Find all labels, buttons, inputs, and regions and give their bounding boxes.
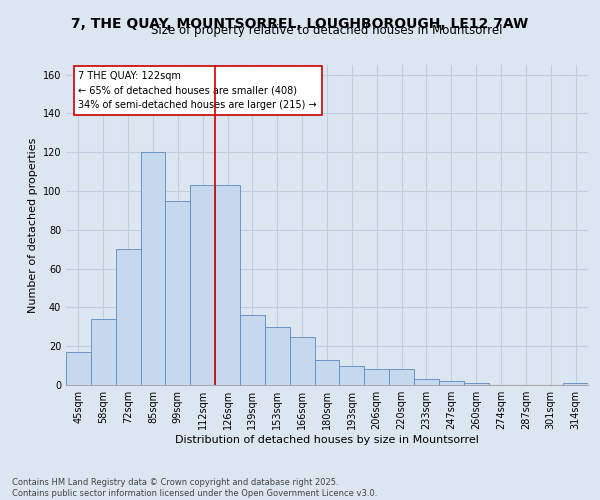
Bar bbox=[414, 379, 439, 385]
Bar bbox=[563, 383, 588, 385]
Bar bbox=[265, 327, 290, 385]
Bar bbox=[314, 360, 340, 385]
Bar bbox=[240, 315, 265, 385]
Bar bbox=[116, 249, 140, 385]
Y-axis label: Number of detached properties: Number of detached properties bbox=[28, 138, 38, 312]
Title: Size of property relative to detached houses in Mountsorrel: Size of property relative to detached ho… bbox=[151, 24, 503, 38]
Text: 7, THE QUAY, MOUNTSORREL, LOUGHBOROUGH, LE12 7AW: 7, THE QUAY, MOUNTSORREL, LOUGHBOROUGH, … bbox=[71, 18, 529, 32]
Text: Contains HM Land Registry data © Crown copyright and database right 2025.
Contai: Contains HM Land Registry data © Crown c… bbox=[12, 478, 377, 498]
Bar bbox=[464, 383, 488, 385]
Bar bbox=[91, 319, 116, 385]
Text: 7 THE QUAY: 122sqm
← 65% of detached houses are smaller (408)
34% of semi-detach: 7 THE QUAY: 122sqm ← 65% of detached hou… bbox=[79, 71, 317, 110]
Bar bbox=[340, 366, 364, 385]
Bar bbox=[215, 185, 240, 385]
Bar bbox=[439, 381, 464, 385]
Bar bbox=[389, 370, 414, 385]
Bar bbox=[166, 201, 190, 385]
Bar bbox=[290, 336, 314, 385]
Bar bbox=[190, 185, 215, 385]
Bar bbox=[140, 152, 166, 385]
X-axis label: Distribution of detached houses by size in Mountsorrel: Distribution of detached houses by size … bbox=[175, 435, 479, 445]
Bar bbox=[66, 352, 91, 385]
Bar bbox=[364, 370, 389, 385]
